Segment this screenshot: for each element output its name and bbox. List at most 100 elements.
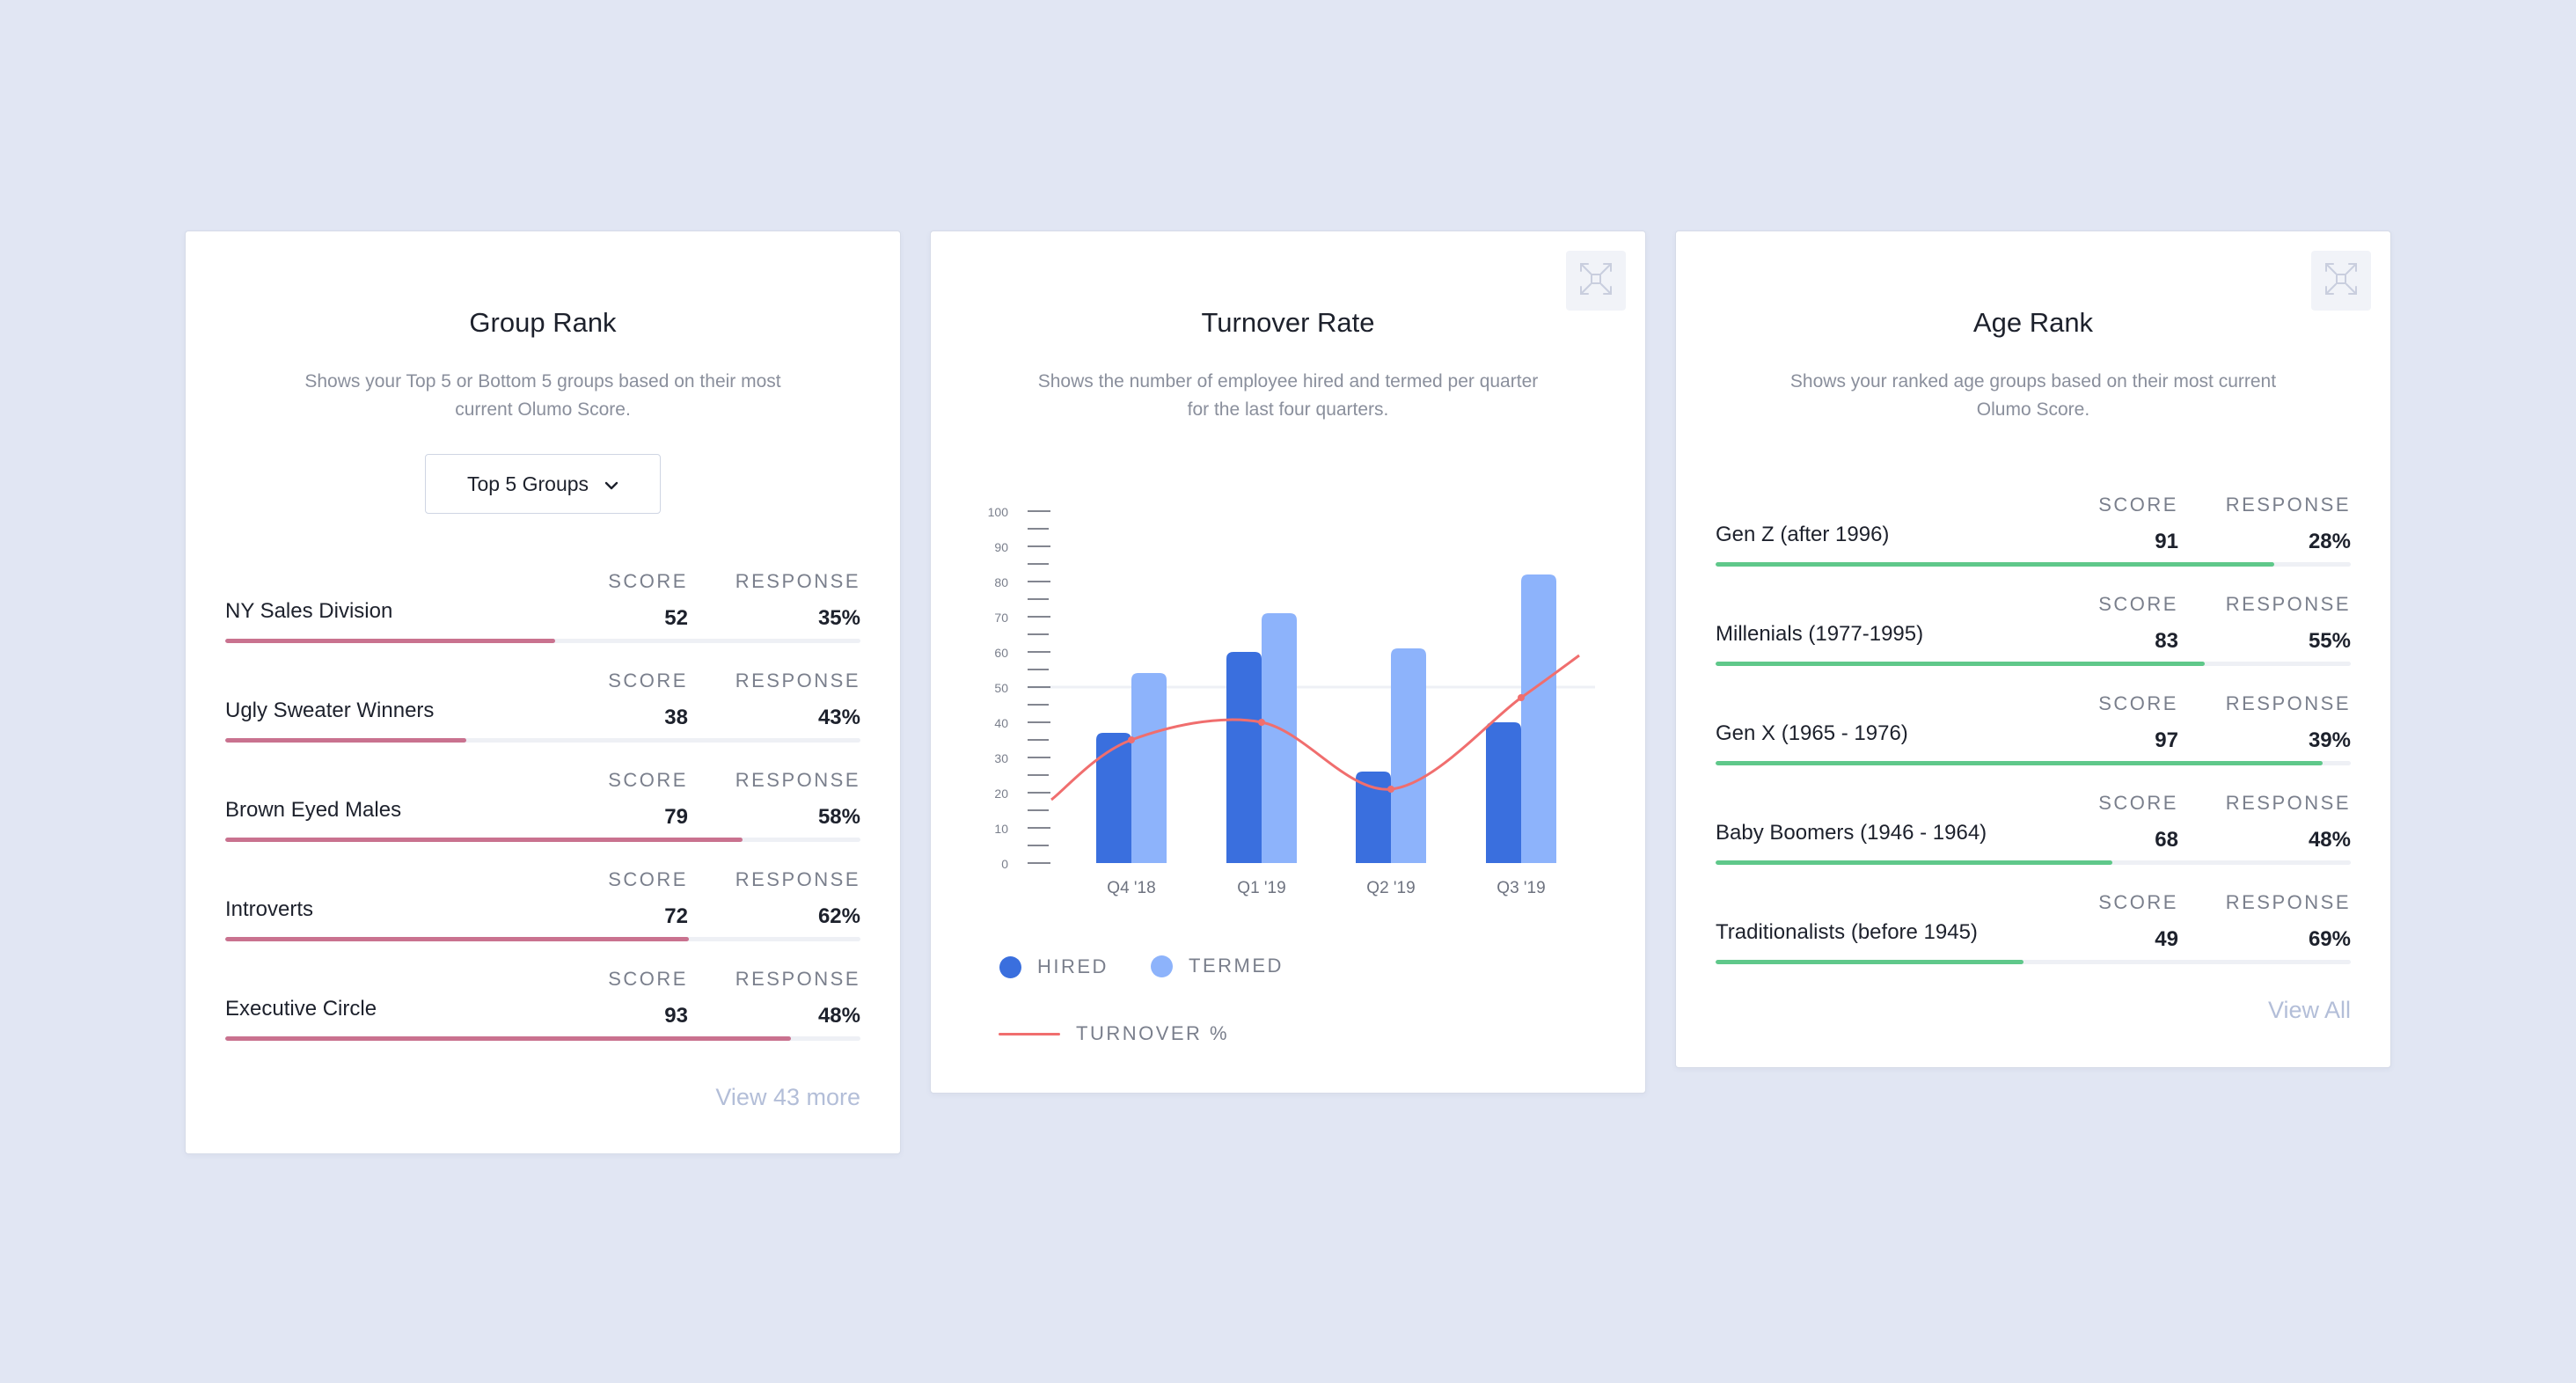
row-score: 93 (664, 1004, 688, 1028)
row-score: 38 (664, 706, 688, 729)
y-tick-label: 60 (994, 646, 1008, 660)
row-score: 97 (2155, 728, 2178, 752)
score-header: SCORE (2098, 494, 2178, 516)
rank-row: SCORE RESPONSE Traditionalists (before 194… (1716, 891, 2351, 991)
expand-button[interactable] (2311, 251, 2371, 311)
y-tick-label: 10 (994, 822, 1008, 836)
score-header: SCORE (608, 670, 688, 692)
score-header: SCORE (2098, 692, 2178, 714)
score-bar-track (225, 937, 860, 941)
score-bar-track (1716, 860, 2351, 865)
score-bar-track (1716, 960, 2351, 964)
bar-termed (1391, 648, 1426, 863)
score-bar-fill (1716, 960, 2024, 964)
row-score: 72 (664, 904, 688, 928)
row-score: 83 (2155, 629, 2178, 653)
response-header: RESPONSE (735, 670, 860, 692)
bar-hired (1486, 722, 1521, 863)
legend-termed-swatch (1151, 955, 1173, 977)
row-score: 79 (664, 805, 688, 829)
row-name: Gen Z (after 1996) (1716, 523, 1890, 546)
score-bar-fill (225, 1036, 791, 1041)
row-score: 68 (2155, 828, 2178, 852)
score-header: SCORE (608, 968, 688, 990)
y-tick-label: 20 (994, 787, 1008, 801)
turnover-point (1258, 719, 1265, 726)
row-response: 43% (817, 706, 860, 729)
score-bar-fill (225, 738, 467, 743)
legend-hired-label: HIRED (1037, 955, 1109, 977)
score-bar-track (1716, 662, 2351, 666)
row-response: 39% (2308, 728, 2351, 752)
score-bar-track (1716, 562, 2351, 567)
legend-termed: TERMED (1151, 955, 1284, 977)
score-bar-track (225, 738, 860, 743)
score-bar-fill (1716, 860, 2113, 865)
card-title: Turnover Rate (1201, 307, 1375, 338)
row-response: 35% (817, 606, 860, 630)
score-bar-fill (225, 639, 556, 643)
score-header: SCORE (2098, 891, 2178, 913)
score-bar-fill (1716, 761, 2323, 765)
age-rank-list: SCORE RESPONSE Gen Z (after 1996) 91 28% SCOR… (1716, 494, 2351, 991)
row-name: Millenials (1977-1995) (1716, 622, 1924, 646)
legend-termed-label: TERMED (1189, 955, 1284, 977)
response-header: RESPONSE (2225, 692, 2351, 714)
view-all-link[interactable]: View All (2267, 997, 2351, 1023)
response-header: RESPONSE (735, 570, 860, 592)
card-description: Shows your ranked age groups based on th… (1789, 371, 2277, 420)
y-tick-label: 100 (988, 505, 1009, 519)
card-title: Group Rank (469, 307, 617, 338)
turnover-point (1518, 694, 1525, 701)
x-tick-label: Q1 '19 (1237, 879, 1285, 897)
expand-icon (2324, 261, 2359, 301)
row-response: 55% (2308, 629, 2351, 653)
rank-row: SCORE RESPONSE Introverts 72 62% (225, 868, 860, 968)
score-bar-fill (1716, 562, 2275, 567)
row-name: Introverts (225, 897, 314, 921)
rank-row: SCORE RESPONSE Baby Boomers (1946 - 1964) 6… (1716, 792, 2351, 891)
card-description: Shows your Top 5 or Bottom 5 groups base… (304, 371, 781, 420)
response-header: RESPONSE (2225, 593, 2351, 615)
score-bar-fill (225, 937, 690, 941)
turnover-point (1128, 736, 1135, 743)
response-header: RESPONSE (735, 968, 860, 990)
score-bar-track (225, 639, 860, 643)
card-description: Shows the number of employee hired and t… (1037, 371, 1539, 420)
row-response: 28% (2308, 530, 2351, 553)
row-name: Executive Circle (225, 997, 377, 1021)
y-tick-label: 90 (994, 540, 1008, 554)
group-filter-dropdown[interactable]: Top 5 Groups (425, 454, 661, 514)
rank-row: SCORE RESPONSE Ugly Sweater Winners 38 43% (225, 670, 860, 769)
rank-row: SCORE RESPONSE Gen Z (after 1996) 91 28% (1716, 494, 2351, 593)
response-header: RESPONSE (2225, 891, 2351, 913)
group-rank-list: SCORE RESPONSE NY Sales Division 52 35% SCORE… (225, 570, 860, 1067)
x-tick-label: Q3 '19 (1497, 879, 1545, 897)
y-tick-label: 30 (994, 751, 1008, 765)
legend-hired-swatch (999, 955, 1021, 978)
bar-hired (1356, 772, 1391, 863)
legend-hired: HIRED (999, 955, 1109, 978)
y-tick-label: 40 (994, 716, 1008, 730)
turnover-rate-card: Turnover Rate Shows the number of employ… (930, 230, 1646, 1094)
y-tick-label: 50 (994, 681, 1008, 695)
expand-icon (1578, 261, 1614, 301)
bar-hired (1096, 733, 1131, 863)
row-response: 58% (817, 805, 860, 829)
group-rank-card: Group Rank Shows your Top 5 or Bottom 5 … (185, 230, 901, 1154)
expand-button[interactable] (1566, 251, 1626, 311)
rank-row: SCORE RESPONSE NY Sales Division 52 35% (225, 570, 860, 670)
row-response: 48% (817, 1004, 860, 1028)
view-more-link[interactable]: View 43 more (715, 1084, 860, 1110)
chevron-down-icon (604, 472, 618, 496)
row-name: Brown Eyed Males (225, 798, 402, 822)
y-tick-label: 70 (994, 611, 1008, 625)
x-tick-label: Q2 '19 (1366, 879, 1415, 897)
row-name: Traditionalists (before 1945) (1716, 920, 1978, 944)
score-header: SCORE (608, 769, 688, 791)
legend-turnover-label: TURNOVER % (1076, 1022, 1230, 1044)
score-header: SCORE (608, 868, 688, 890)
score-bar-track (225, 838, 860, 842)
score-header: SCORE (2098, 593, 2178, 615)
rank-row: SCORE RESPONSE Millenials (1977-1995) 83 55% (1716, 593, 2351, 692)
